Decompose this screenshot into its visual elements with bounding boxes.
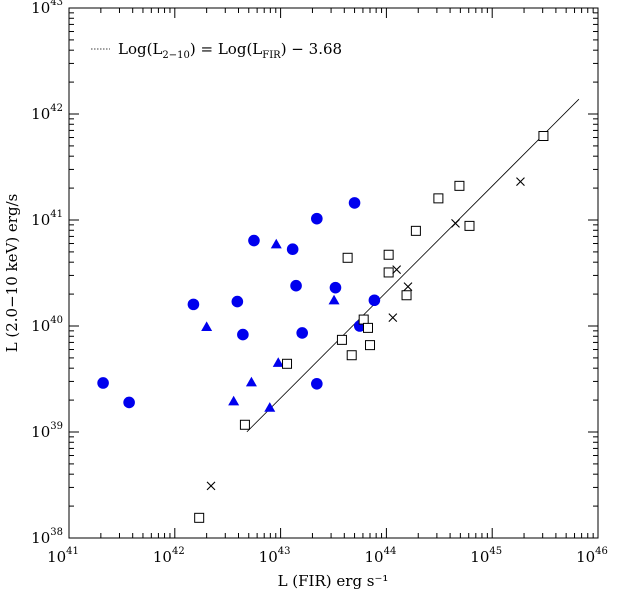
data-point-circle xyxy=(123,396,135,409)
y-tick-label: 1042 xyxy=(31,103,63,123)
fit-line-group xyxy=(246,98,580,433)
data-point-triangle xyxy=(201,321,213,332)
y-axis-title: L (2.0−10 keV) erg/s xyxy=(3,194,21,353)
data-point-square xyxy=(464,220,475,231)
data-point-cross xyxy=(392,265,402,275)
tick-labels: 1041 1042 1043 1044 1045 1046 1038 1039 1040 1041… xyxy=(31,0,608,566)
data-point-circle xyxy=(296,327,308,339)
data-point-cross xyxy=(403,282,413,292)
data-marks xyxy=(97,131,549,523)
fit-line xyxy=(246,98,580,433)
legend-rhs: ) − 3.68 xyxy=(281,40,342,58)
legend: Log(L2−10) = Log(LFIR) − 3.68 xyxy=(91,40,342,61)
data-point-square xyxy=(365,340,376,351)
data-point-square xyxy=(282,358,293,369)
data-point-circle xyxy=(248,234,260,247)
data-point-circle xyxy=(311,377,323,390)
legend-mid: ) = Log(L xyxy=(190,40,262,58)
legend-lhs-sub: 2−10 xyxy=(162,50,189,61)
data-point-cross xyxy=(388,313,398,322)
data-point-circle xyxy=(231,295,244,308)
x-tick-label: 1044 xyxy=(364,546,396,566)
data-point-circle xyxy=(329,281,342,294)
data-point-circle xyxy=(368,294,381,307)
data-point-square xyxy=(194,512,205,523)
legend-text: Log(L2−10) = Log(LFIR) − 3.68 xyxy=(118,40,342,61)
data-point-circle xyxy=(286,243,299,256)
x-tick-label: 1042 xyxy=(153,546,185,566)
x-tick-label: 1041 xyxy=(47,546,79,566)
plot-frame xyxy=(68,7,599,539)
data-point-triangle xyxy=(328,294,340,305)
data-point-circle xyxy=(311,212,323,225)
data-point-triangle xyxy=(245,376,257,387)
data-point-square xyxy=(362,322,373,333)
data-point-square xyxy=(383,267,394,278)
data-point-circle xyxy=(237,328,249,341)
x-tick-label: 1045 xyxy=(470,546,502,566)
data-point-square xyxy=(358,314,369,325)
data-point-triangle xyxy=(264,402,276,412)
data-point-triangle xyxy=(272,357,284,367)
data-point-square xyxy=(401,290,412,301)
data-point-square xyxy=(454,180,465,191)
data-point-triangle xyxy=(270,238,282,249)
data-point-square xyxy=(346,350,357,361)
data-point-square xyxy=(410,225,421,236)
data-point-square xyxy=(383,249,394,260)
x-tick-label: 1046 xyxy=(576,546,608,566)
x-axis-title: L (FIR) erg s⁻¹ xyxy=(278,572,389,590)
data-point-square xyxy=(433,193,444,204)
data-point-triangle xyxy=(228,395,240,406)
data-point-circle xyxy=(290,279,302,292)
data-point-square xyxy=(342,252,353,263)
data-point-square xyxy=(336,334,347,345)
data-point-circle xyxy=(187,298,200,311)
y-tick-label: 1041 xyxy=(31,209,63,229)
y-tick-label: 1038 xyxy=(31,527,63,547)
y-tick-label: 1040 xyxy=(31,315,63,335)
y-tick-label: 1043 xyxy=(31,0,63,17)
data-point-cross xyxy=(451,218,460,228)
y-tick-label: 1039 xyxy=(31,421,63,441)
axis-ticks xyxy=(68,7,599,539)
data-point-cross xyxy=(516,177,525,187)
data-point-square xyxy=(239,419,250,430)
data-point-cross xyxy=(206,481,216,491)
x-tick-label: 1043 xyxy=(259,546,291,566)
data-point-square xyxy=(538,131,549,142)
data-point-circle xyxy=(97,377,109,389)
data-point-circle xyxy=(348,197,361,209)
legend-mid-sub: FIR xyxy=(262,50,281,61)
legend-lhs: Log(L xyxy=(118,40,162,58)
